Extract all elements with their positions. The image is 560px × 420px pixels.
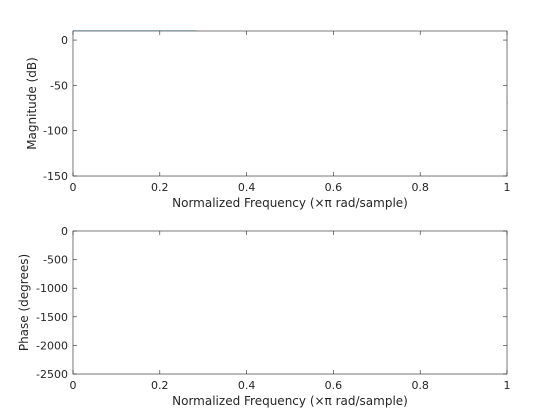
magnitude-y-axis-label: Magnitude (dB) [25,57,39,150]
magnitude-x-tick-label: 1 [504,181,511,194]
phase-axes: 0 0.2 0.4 0.6 0.8 1 0 -500 -1000 -1500 -2000 -2500 N… [17,225,511,408]
phase-y-tick-label: -1000 [36,282,68,295]
phase-x-tick-label: 0.2 [151,379,169,392]
magnitude-y-tick-label: -100 [43,125,68,138]
phase-y-tick-label: -1500 [36,311,68,324]
magnitude-x-tick-label: 0.8 [411,181,429,194]
magnitude-y-tick-label: -150 [43,170,68,183]
phase-x-tick-label: 0.8 [411,379,429,392]
magnitude-x-tick-label: 0.2 [151,181,169,194]
phase-axes-frame [72,230,508,375]
magnitude-x-tick-label: 0.6 [325,181,343,194]
phase-y-tick-label: 0 [61,225,68,238]
phase-x-tick-label: 1 [504,379,511,392]
magnitude-x-axis-label: Normalized Frequency (×π rad/sample) [172,196,408,210]
magnitude-y-tick-label: -50 [50,79,68,92]
phase-y-tick-label: -500 [43,254,68,267]
magnitude-axes-frame [72,30,508,177]
phase-x-axis-label: Normalized Frequency (×π rad/sample) [172,394,408,408]
magnitude-x-tick-label: 0 [70,181,77,194]
magnitude-y-tick-label: 0 [61,34,68,47]
phase-y-tick-label: -2000 [36,339,68,352]
magnitude-x-tick-label: 0.4 [238,181,256,194]
phase-x-tick-label: 0.6 [325,379,343,392]
phase-y-axis-label: Phase (degrees) [17,254,31,351]
magnitude-axes: 0 0.2 0.4 0.6 0.8 1 0 -50 -100 -150 Normalized Fre… [25,30,511,210]
phase-y-tick-label: -2500 [36,368,68,381]
phase-x-tick-label: 0 [70,379,77,392]
phase-x-tick-label: 0.4 [238,379,256,392]
